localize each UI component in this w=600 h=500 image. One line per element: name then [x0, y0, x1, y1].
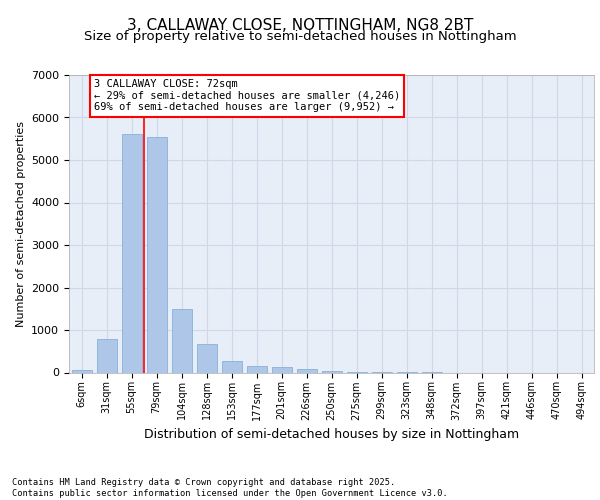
Bar	[197, 344, 217, 372]
Text: Contains HM Land Registry data © Crown copyright and database right 2025.
Contai: Contains HM Land Registry data © Crown c…	[12, 478, 448, 498]
Bar	[322, 371, 341, 372]
Text: 3, CALLAWAY CLOSE, NOTTINGHAM, NG8 2BT: 3, CALLAWAY CLOSE, NOTTINGHAM, NG8 2BT	[127, 18, 473, 32]
Bar	[172, 308, 191, 372]
Text: 3 CALLAWAY CLOSE: 72sqm
← 29% of semi-detached houses are smaller (4,246)
69% of: 3 CALLAWAY CLOSE: 72sqm ← 29% of semi-de…	[94, 79, 400, 112]
Bar	[97, 338, 116, 372]
Y-axis label: Number of semi-detached properties: Number of semi-detached properties	[16, 120, 26, 327]
Bar	[247, 366, 266, 372]
Bar	[221, 361, 241, 372]
Bar	[296, 369, 317, 372]
Bar	[71, 370, 91, 372]
Bar	[121, 134, 142, 372]
X-axis label: Distribution of semi-detached houses by size in Nottingham: Distribution of semi-detached houses by …	[144, 428, 519, 441]
Bar	[146, 136, 167, 372]
Text: Size of property relative to semi-detached houses in Nottingham: Size of property relative to semi-detach…	[83, 30, 517, 43]
Bar	[271, 368, 292, 372]
